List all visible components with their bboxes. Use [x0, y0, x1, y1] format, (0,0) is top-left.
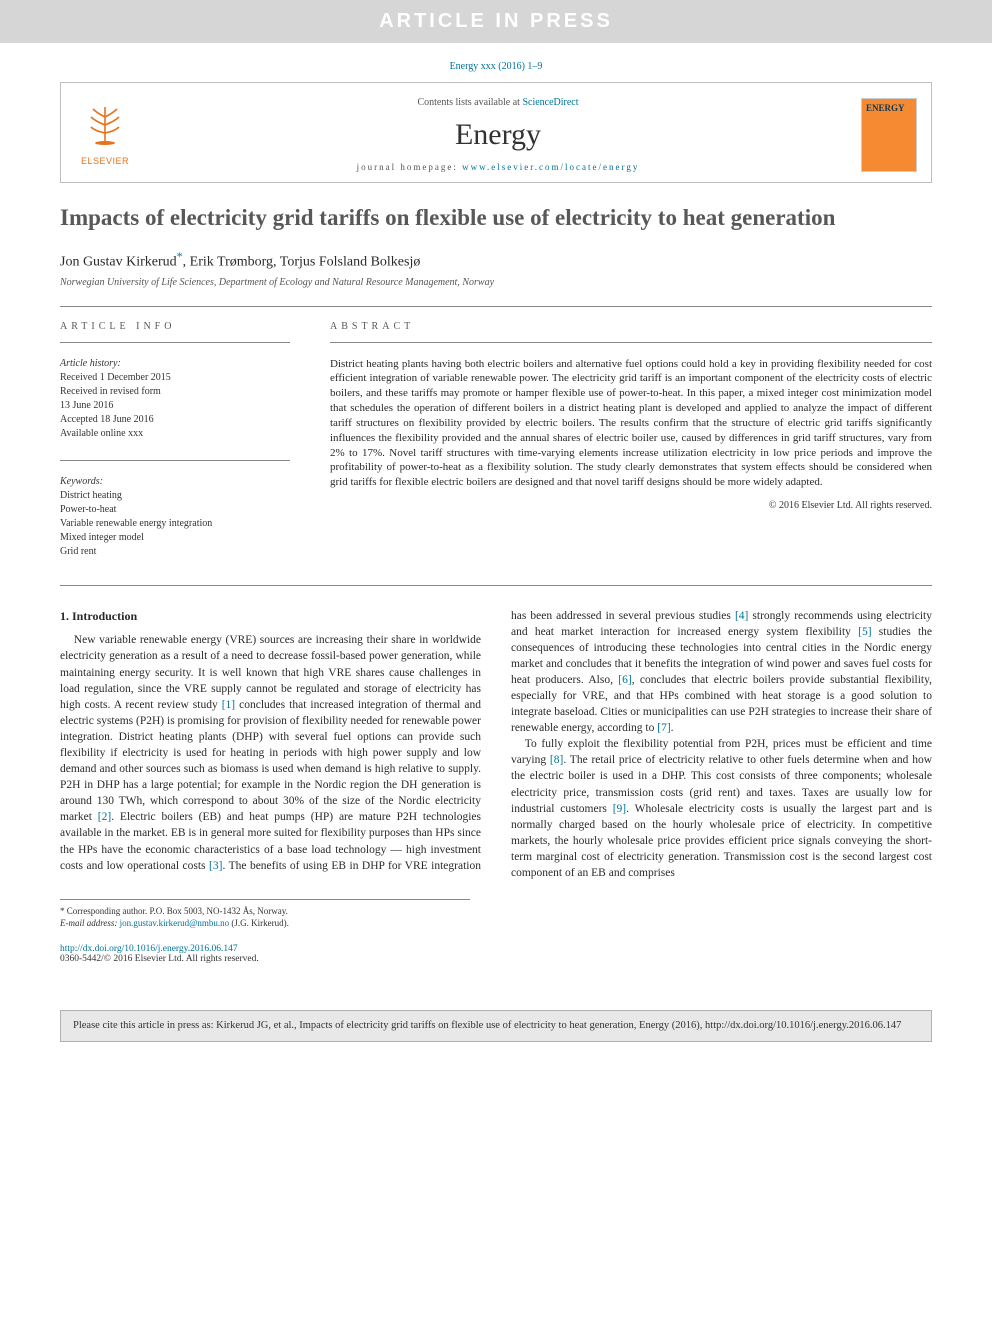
ref-2[interactable]: [2]: [98, 811, 111, 823]
divider-kw: [60, 460, 290, 461]
header-center: Contents lists available at ScienceDirec…: [149, 97, 847, 172]
doi-block: http://dx.doi.org/10.1016/j.energy.2016.…: [60, 944, 932, 964]
ref-8[interactable]: [8]: [550, 754, 563, 766]
keyword-1: District heating: [60, 489, 290, 502]
abstract-head: ABSTRACT: [330, 321, 932, 332]
keyword-3: Variable renewable energy integration: [60, 517, 290, 530]
keyword-4: Mixed integer model: [60, 531, 290, 544]
article-in-press-banner: ARTICLE IN PRESS: [0, 0, 992, 43]
section-1-heading: 1. Introduction: [60, 608, 481, 625]
divider-below-abs: [60, 585, 932, 586]
ref-1[interactable]: [1]: [222, 699, 235, 711]
corr-author-note: * Corresponding author. P.O. Box 5003, N…: [60, 906, 470, 918]
abstract-copyright: © 2016 Elsevier Ltd. All rights reserved…: [330, 500, 932, 511]
email-suffix: (J.G. Kirkerud).: [231, 918, 289, 928]
author-1: Jon Gustav Kirkerud: [60, 255, 177, 270]
section-num: 1.: [60, 609, 69, 623]
section-title: Introduction: [72, 609, 137, 623]
ref-9[interactable]: [9]: [613, 803, 626, 815]
history-head: Article history:: [60, 357, 290, 370]
divider-top: [60, 306, 932, 307]
homepage-line: journal homepage: www.elsevier.com/locat…: [149, 162, 847, 172]
email-link[interactable]: jon.gustav.kirkerud@nmbu.no: [120, 918, 229, 928]
keywords-head: Keywords:: [60, 475, 290, 488]
email-line: E-mail address: jon.gustav.kirkerud@nmbu…: [60, 918, 470, 930]
cover-title: ENERGY: [866, 103, 912, 113]
abstract-block: ABSTRACT District heating plants having …: [330, 321, 932, 559]
footnote-block: * Corresponding author. P.O. Box 5003, N…: [60, 899, 470, 929]
elsevier-label: ELSEVIER: [81, 156, 129, 166]
article-info-head: ARTICLE INFO: [60, 321, 290, 332]
divider-abs: [330, 342, 932, 343]
journal-header-box: ELSEVIER Contents lists available at Sci…: [60, 82, 932, 183]
divider-info: [60, 342, 290, 343]
issn-line: 0360-5442/© 2016 Elsevier Ltd. All right…: [60, 954, 932, 964]
article-title: Impacts of electricity grid tariffs on f…: [60, 203, 932, 233]
revised-line1: Received in revised form: [60, 385, 290, 398]
p1b: concludes that increased integration of …: [60, 699, 481, 824]
ref-4[interactable]: [4]: [735, 610, 748, 622]
sciencedirect-link[interactable]: ScienceDirect: [522, 97, 578, 108]
homepage-link[interactable]: www.elsevier.com/locate/energy: [462, 162, 639, 172]
article-info-block: ARTICLE INFO Article history: Received 1…: [60, 321, 290, 559]
cite-this-article-box: Please cite this article in press as: Ki…: [60, 1010, 932, 1042]
ref-6[interactable]: [6]: [618, 674, 631, 686]
banner-text: ARTICLE IN PRESS: [379, 10, 613, 32]
journal-name: Energy: [149, 118, 847, 152]
cite-doi: http://dx.doi.org/10.1016/j.energy.2016.…: [705, 1020, 901, 1031]
citation-top: Energy xxx (2016) 1–9: [60, 61, 932, 72]
abstract-text: District heating plants having both elec…: [330, 357, 932, 491]
meta-abstract-row: ARTICLE INFO Article history: Received 1…: [60, 321, 932, 559]
ref-7[interactable]: [7]: [657, 722, 670, 734]
cite-text: Please cite this article in press as: Ki…: [73, 1020, 705, 1031]
contents-prefix: Contents lists available at: [417, 97, 522, 108]
ref-3[interactable]: [3]: [209, 860, 222, 872]
doi-link[interactable]: http://dx.doi.org/10.1016/j.energy.2016.…: [60, 944, 238, 954]
authors-line: Jon Gustav Kirkerud*, Erik Trømborg, Tor…: [60, 249, 932, 271]
revised-line2: 13 June 2016: [60, 399, 290, 412]
affiliation: Norwegian University of Life Sciences, D…: [60, 277, 932, 288]
accepted-date: Accepted 18 June 2016: [60, 413, 290, 426]
contents-lists-line: Contents lists available at ScienceDirec…: [149, 97, 847, 108]
page-content: Energy xxx (2016) 1–9 ELSEVIER Contents …: [0, 61, 992, 994]
homepage-prefix: journal homepage:: [357, 162, 462, 172]
received-date: Received 1 December 2015: [60, 371, 290, 384]
elsevier-logo: ELSEVIER: [75, 100, 135, 170]
keywords-block: Keywords: District heating Power-to-heat…: [60, 460, 290, 558]
journal-cover-thumbnail: ENERGY: [861, 98, 917, 172]
elsevier-tree-icon: [83, 103, 127, 154]
body-p3: To fully exploit the flexibility potenti…: [511, 736, 932, 881]
p2f: .: [671, 722, 674, 734]
authors-rest: , Erik Trømborg, Torjus Folsland Bolkesj…: [183, 255, 421, 270]
keyword-5: Grid rent: [60, 545, 290, 558]
top-ref-text: Energy xxx (2016) 1–9: [450, 61, 543, 72]
online-date: Available online xxx: [60, 427, 290, 440]
ref-5[interactable]: [5]: [858, 626, 871, 638]
keyword-2: Power-to-heat: [60, 503, 290, 516]
body-columns: 1. Introduction New variable renewable e…: [60, 608, 932, 882]
email-label: E-mail address:: [60, 918, 117, 928]
